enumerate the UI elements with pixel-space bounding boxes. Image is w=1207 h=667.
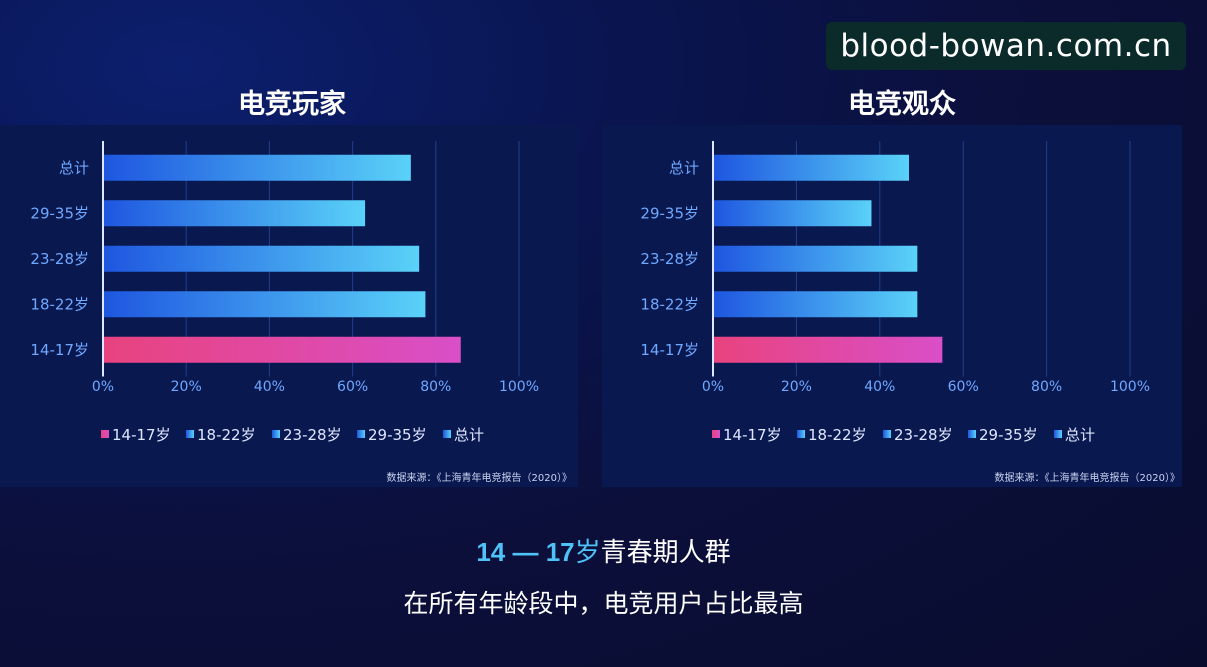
legend-swatch [712,430,720,438]
headline-highlight: 14 — 17 [476,537,575,567]
x-tick-label: 80% [420,379,451,395]
legend-label: 29-35岁 [368,426,427,444]
headline-unit: 岁 [574,538,601,568]
legend-label: 18-22岁 [808,426,867,444]
y-category-label: 29-35岁 [640,204,699,222]
chart-panel-viewers: 0% 20% 40% 60% 80% 100% 总计 29-35岁 23-28岁 18-22岁 14… [602,125,1182,487]
x-tick-label: 20% [781,379,812,395]
x-tick-label: 60% [337,379,368,395]
y-category-label: 总计 [59,159,89,177]
legend-label: 总计 [454,426,484,444]
legend-swatch [443,430,451,438]
chart-svg-players: 0% 20% 40% 60% 80% 100% 总计 29-35岁 23-28岁 18-22岁 14… [30,141,539,444]
source-note-viewers: 数据来源：《上海青年电竞报告（2020）》 [994,473,1180,484]
legend-swatch [272,430,280,438]
bar-23-28岁 [104,245,420,272]
watermark: blood-bowan.com.cn [826,22,1186,70]
source-note-players: 数据来源：《上海青年电竞报告（2020）》 [386,473,572,484]
bar-14-17岁 [714,336,943,363]
bar-18-22岁 [104,291,426,318]
legend-label: 总计 [1065,426,1095,444]
y-category-label: 18-22岁 [640,295,699,313]
x-tick-label: 0% [702,379,724,395]
bar-总计 [104,154,411,181]
legend-label: 14-17岁 [112,426,171,444]
x-tick-label: 80% [1031,379,1062,395]
y-category-label: 23-28岁 [640,250,699,268]
bar-18-22岁 [714,291,918,318]
x-tick-label: 40% [864,379,895,395]
y-category-label: 总计 [669,159,699,177]
legend-label: 14-17岁 [723,426,782,444]
legend-label: 18-22岁 [197,426,256,444]
legend-label: 23-28岁 [894,426,953,444]
y-category-label: 18-22岁 [30,295,89,313]
legend-swatch [883,430,891,438]
x-tick-label: 20% [171,379,202,395]
subline: 在所有年龄段中，电竞用户占比最高 [403,589,804,618]
bar-29-35岁 [714,200,872,227]
y-category-label: 23-28岁 [30,250,89,268]
legend-swatch [101,430,109,438]
y-category-label: 29-35岁 [30,204,89,222]
legend-label: 29-35岁 [979,426,1038,444]
legend-swatch [357,430,365,438]
x-tick-label: 0% [92,379,114,395]
bar-23-28岁 [714,245,918,272]
legend-swatch [968,430,976,438]
legend-swatch [186,430,194,438]
chart-svg-viewers: 0% 20% 40% 60% 80% 100% 总计 29-35岁 23-28岁 18-22岁 14… [640,141,1150,444]
x-tick-label: 60% [948,379,979,395]
chart-title-players: 电竞玩家 [238,89,346,120]
bar-总计 [714,154,909,181]
headline-text: 青春期人群 [600,538,731,568]
legend-label: 23-28岁 [283,426,342,444]
x-tick-label: 100% [1110,379,1150,395]
bar-29-35岁 [104,200,366,227]
y-category-label: 14-17岁 [30,341,89,359]
x-tick-label: 40% [254,379,285,395]
y-category-label: 14-17岁 [640,341,699,359]
legend-swatch [797,430,805,438]
chart-panel-players: 0% 20% 40% 60% 80% 100% 总计 29-35岁 23-28岁 18-22岁 14… [0,125,578,487]
x-tick-label: 100% [499,379,539,395]
chart-title-viewers: 电竞观众 [848,89,956,120]
legend-swatch [1054,430,1062,438]
bar-14-17岁 [104,336,461,363]
headline: 14 — 17岁青春期人群 [0,532,1207,569]
